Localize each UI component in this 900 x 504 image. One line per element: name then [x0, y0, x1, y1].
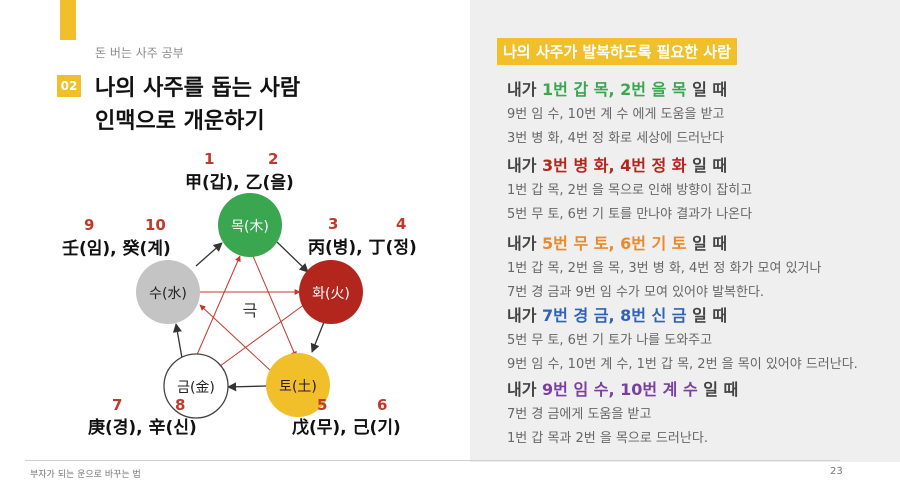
- page-number: 23: [830, 466, 843, 477]
- node-water: 수(水): [136, 260, 200, 324]
- star-metal-wood: [195, 255, 241, 358]
- right-panel: [470, 0, 900, 462]
- section-3-heading: 내가 5번 무 토, 6번 기 토 일 때: [507, 234, 728, 253]
- section-1-line-1: 9번 임 수, 10번 계 수 에게 도움을 받고: [507, 107, 725, 122]
- node-metal: 금(金): [163, 353, 229, 419]
- accent-bar: [60, 0, 76, 40]
- number-6: 6: [377, 396, 388, 414]
- page-title-line2: 인맥으로 개운하기: [95, 109, 265, 134]
- number-7: 7: [112, 396, 123, 414]
- section-3-line-2: 7번 경 금과 9번 임 수가 모여 있어야 발복한다.: [507, 285, 765, 300]
- section-2-line-1: 1번 갑 목, 2번 을 목으로 인해 방향이 잡히고: [507, 183, 753, 198]
- node-wood: 목(木): [218, 193, 282, 257]
- svg-text:금(金): 금(金): [177, 380, 215, 396]
- section-2-heading: 내가 3번 병 화, 4번 정 화 일 때: [507, 156, 728, 175]
- footer-text: 부자가 되는 운으로 바꾸는 법: [30, 470, 141, 480]
- section-4-heading: 내가 7번 경 금, 8번 신 금 일 때: [507, 306, 728, 325]
- number-8: 8: [175, 396, 186, 414]
- node-earth: 토(土): [266, 353, 330, 417]
- number-9: 9: [84, 216, 95, 234]
- number-1: 1: [204, 150, 215, 168]
- arrow-water-wood: [195, 242, 223, 267]
- section-4-line-2: 9번 임 수, 10번 계 수, 1번 갑 목, 2번 을 목이 있어야 드러난…: [507, 357, 858, 372]
- number-10: 10: [145, 216, 166, 234]
- number-5: 5: [317, 396, 328, 414]
- arrow-earth-metal: [227, 382, 268, 392]
- stems-fire: 丙(병), 丁(정): [308, 238, 417, 258]
- star-earth-water: [199, 304, 273, 373]
- node-fire: 화(火): [299, 260, 363, 324]
- number-3: 3: [328, 215, 339, 233]
- svg-text:화(火): 화(火): [312, 286, 350, 302]
- section-5-line-2: 1번 갑 목과 2번 을 목으로 드러난다.: [507, 431, 708, 446]
- panel-header: 나의 사주가 발복하도록 필요한 사람: [497, 38, 737, 65]
- star-fire-metal: [215, 303, 306, 370]
- section-5-heading: 내가 9번 임 수, 10번 계 수 일 때: [507, 380, 739, 399]
- star-wood-earth: [252, 255, 297, 358]
- page-title-line1: 나의 사주를 돕는 사람: [95, 76, 301, 101]
- kicker-text: 돈 버는 사주 공부: [95, 46, 184, 60]
- svg-text:수(水): 수(水): [149, 286, 187, 302]
- section-1-line-2: 3번 병 화, 4번 정 화로 세상에 드러난다: [507, 131, 725, 146]
- stems-wood: 甲(갑), 乙(을): [185, 173, 294, 193]
- section-3-line-1: 1번 갑 목, 2번 을 목, 3번 병 화, 4번 정 화가 모여 있거나: [507, 261, 822, 276]
- arrow-metal-water: [172, 323, 183, 359]
- stems-earth: 戊(무), 己(기): [292, 418, 401, 438]
- svg-text:토(土): 토(土): [279, 379, 317, 395]
- svg-text:목(木): 목(木): [231, 219, 269, 235]
- section-1-heading: 내가 1번 갑 목, 2번 을 목 일 때: [507, 80, 728, 99]
- stems-metal: 庚(경), 辛(신): [88, 418, 197, 438]
- section-4-line-1: 5번 무 토, 6번 기 토가 나를 도와주고: [507, 333, 713, 348]
- number-4: 4: [396, 215, 407, 233]
- arrow-fire-earth: [310, 321, 325, 353]
- section-5-line-1: 7번 경 금에게 도움을 받고: [507, 407, 652, 422]
- footer-divider: [25, 460, 840, 461]
- section-number-badge: 02: [57, 75, 81, 97]
- arrow-wood-fire: [276, 241, 309, 273]
- five-elements-diagram: 극 목(木) 화(火) 토(土) 금(金) 수(水): [136, 193, 363, 419]
- center-label: 극: [243, 301, 258, 320]
- stems-water: 壬(임), 癸(계): [62, 239, 171, 259]
- section-2-line-2: 5번 무 토, 6번 기 토를 만나야 결과가 나온다: [507, 207, 753, 222]
- number-2: 2: [268, 150, 279, 168]
